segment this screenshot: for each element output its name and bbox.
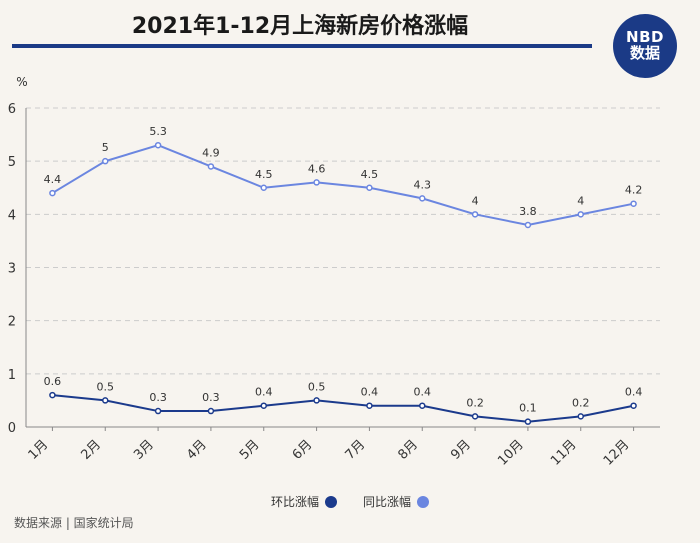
x-tick-label: 12月: [601, 437, 632, 468]
x-tick-label: 2月: [78, 437, 104, 463]
data-label: 4.5: [255, 168, 273, 181]
data-label: 4: [577, 194, 584, 207]
data-label: 0.3: [202, 391, 220, 404]
logo-text-data: 数据: [629, 44, 660, 62]
data-label: 0.5: [308, 380, 326, 393]
data-point: [577, 211, 584, 218]
data-label: 5: [102, 141, 109, 154]
data-point: [260, 184, 267, 191]
data-label: 0.5: [97, 380, 115, 393]
data-point: [419, 195, 426, 202]
data-point: [260, 402, 267, 409]
data-point: [419, 402, 426, 409]
data-point: [154, 141, 162, 149]
data-point: [207, 407, 215, 415]
line-chart: % 0 1 2 3 4 5 6 1月 2月 3月 4月 5月 6月 7月 8月 9月 10月 11月 12月 0.6 0.…: [8, 75, 660, 469]
series-line-huanbi: [52, 394, 634, 423]
data-label: 0.1: [519, 402, 537, 415]
x-tick-label: 7月: [343, 437, 369, 463]
data-label: 0.4: [255, 386, 273, 399]
data-point: [471, 211, 479, 218]
y-tick-label: 5: [8, 155, 16, 170]
data-label: 4.4: [44, 173, 62, 186]
legend-item-tongbi: 同比涨幅: [363, 493, 430, 510]
legend-item-huanbi: 环比涨幅: [271, 493, 337, 510]
data-source: 数据来源 | 国家统计局: [14, 516, 134, 530]
data-label: 4.6: [308, 162, 326, 175]
nbd-logo: NBD 数据: [613, 14, 677, 78]
data-point: [366, 184, 373, 191]
data-label: 5.3: [149, 125, 167, 138]
x-tick-label: 1月: [26, 437, 52, 463]
chart-legend: 环比涨幅 同比涨幅: [0, 493, 700, 510]
data-label: 0.4: [625, 386, 643, 399]
legend-marker-huanbi: [325, 495, 337, 508]
data-label: 4: [472, 194, 479, 207]
data-label: 4.3: [414, 178, 432, 191]
y-unit-label: %: [16, 75, 27, 89]
y-tick-label: 4: [8, 208, 16, 223]
data-label: 4.2: [625, 184, 643, 197]
data-point: [313, 397, 320, 404]
x-tick-label: 5月: [237, 437, 263, 463]
data-point: [471, 413, 479, 420]
data-point: [49, 189, 56, 197]
data-label: 3.8: [519, 205, 537, 218]
x-tick-label: 6月: [290, 437, 316, 463]
data-label: 4.5: [361, 168, 379, 181]
data-point: [366, 402, 373, 409]
data-label: 0.2: [466, 396, 484, 409]
legend-label-huanbi: 环比涨幅: [270, 495, 319, 509]
y-tick-label: 0: [8, 421, 16, 436]
data-point: [49, 391, 56, 399]
x-tick-label: 10月: [495, 437, 526, 468]
data-label: 4.9: [202, 146, 220, 159]
logo-text-nbd: NBD: [626, 28, 664, 47]
x-tick-label: 9月: [448, 437, 474, 463]
y-tick-label: 3: [8, 262, 16, 277]
legend-label-tongbi: 同比涨幅: [363, 495, 412, 509]
x-tick-label: 4月: [184, 437, 210, 463]
data-point: [577, 413, 584, 420]
x-tick-label: 11月: [548, 437, 579, 468]
title-underline: [12, 44, 592, 48]
data-point: [102, 397, 109, 404]
data-point: [207, 163, 215, 170]
data-label: 0.6: [44, 375, 62, 388]
data-label: 0.4: [361, 386, 379, 399]
data-point: [154, 407, 162, 415]
legend-marker-tongbi: [417, 495, 430, 508]
y-tick-label: 1: [8, 368, 16, 383]
series-line-tongbi: [51, 144, 634, 226]
data-point: [630, 402, 637, 409]
data-label: 0.2: [572, 396, 590, 409]
data-point: [524, 221, 532, 229]
x-tick-label: 8月: [395, 437, 421, 463]
y-tick-label: 2: [8, 315, 16, 330]
chart-title: 2021年1-12月上海新房价格涨幅: [131, 14, 469, 39]
y-tick-label: 6: [8, 102, 16, 117]
data-point: [524, 418, 532, 425]
x-tick-label: 3月: [131, 437, 157, 463]
data-point: [102, 157, 109, 165]
data-point: [313, 179, 320, 186]
data-label: 0.3: [149, 391, 167, 404]
data-label: 0.4: [414, 386, 432, 399]
data-point: [630, 200, 637, 207]
